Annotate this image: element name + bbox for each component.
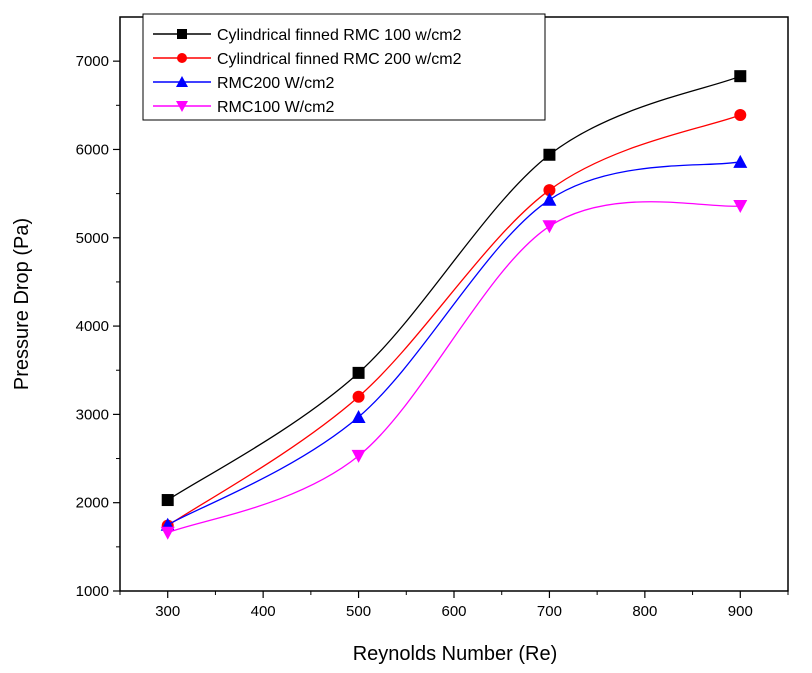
data-point-square xyxy=(352,366,365,379)
data-point-square xyxy=(177,29,187,39)
data-point-circle xyxy=(734,109,747,122)
series-line xyxy=(167,75,741,501)
series-3 xyxy=(160,154,748,531)
series-1 xyxy=(161,70,747,507)
legend-label: Cylindrical finned RMC 100 w/cm2 xyxy=(217,27,462,44)
legend-item: Cylindrical finned RMC 200 w/cm2 xyxy=(153,51,462,68)
legend-item: Cylindrical finned RMC 100 w/cm2 xyxy=(153,27,462,44)
data-point-triangle-down xyxy=(733,199,748,213)
series-line xyxy=(167,201,741,534)
y-tick-label: 2000 xyxy=(76,495,109,512)
data-point-triangle-down xyxy=(542,220,557,234)
data-point-triangle-up xyxy=(351,410,366,424)
y-tick-label: 6000 xyxy=(76,141,109,158)
x-tick-label: 400 xyxy=(251,603,276,620)
data-point-triangle-down xyxy=(176,101,188,112)
x-tick-label: 900 xyxy=(728,603,753,620)
series-line xyxy=(167,161,741,526)
data-point-circle xyxy=(352,390,365,403)
legend-label: RMC100 W/cm2 xyxy=(217,99,334,116)
data-point-triangle-down xyxy=(160,526,175,540)
y-tick-label: 3000 xyxy=(76,406,109,423)
x-axis-title: Reynolds Number (Re) xyxy=(353,643,558,665)
y-tick-label: 1000 xyxy=(76,583,109,600)
series-4 xyxy=(160,199,748,540)
data-point-circle xyxy=(543,184,556,197)
legend-item: RMC200 W/cm2 xyxy=(153,75,334,92)
series-line xyxy=(167,114,741,527)
y-tick-label: 5000 xyxy=(76,230,109,247)
x-tick-label: 800 xyxy=(632,603,657,620)
y-tick-label: 7000 xyxy=(76,53,109,70)
x-axis-ticks: 300 400 500 600 700 800 900 xyxy=(119,591,789,620)
data-point-triangle-up xyxy=(176,76,188,87)
data-point-triangle-down xyxy=(351,449,366,463)
y-axis-ticks: 1000 2000 3000 4000 5000 6000 7000 xyxy=(76,53,120,600)
x-tick-label: 600 xyxy=(441,603,466,620)
data-point-square xyxy=(734,70,747,83)
x-tick-label: 500 xyxy=(346,603,371,620)
y-tick-label: 4000 xyxy=(76,318,109,335)
series-group xyxy=(160,70,748,540)
legend-items: Cylindrical finned RMC 100 w/cm2 Cylindri… xyxy=(153,27,462,116)
legend-label: RMC200 W/cm2 xyxy=(217,75,334,92)
legend: Cylindrical finned RMC 100 w/cm2 Cylindri… xyxy=(142,13,546,121)
data-point-triangle-up xyxy=(733,154,748,168)
legend-label: Cylindrical finned RMC 200 w/cm2 xyxy=(217,51,462,68)
y-axis-title: Pressure Drop (Pa) xyxy=(11,218,33,390)
legend-item: RMC100 W/cm2 xyxy=(153,99,334,116)
series-2 xyxy=(161,109,747,532)
x-tick-label: 700 xyxy=(537,603,562,620)
x-tick-label: 300 xyxy=(155,603,180,620)
data-point-square xyxy=(543,148,556,161)
data-point-circle xyxy=(177,53,187,63)
data-point-square xyxy=(161,494,174,507)
data-point-triangle-up xyxy=(542,192,557,206)
legend-box xyxy=(142,13,546,121)
